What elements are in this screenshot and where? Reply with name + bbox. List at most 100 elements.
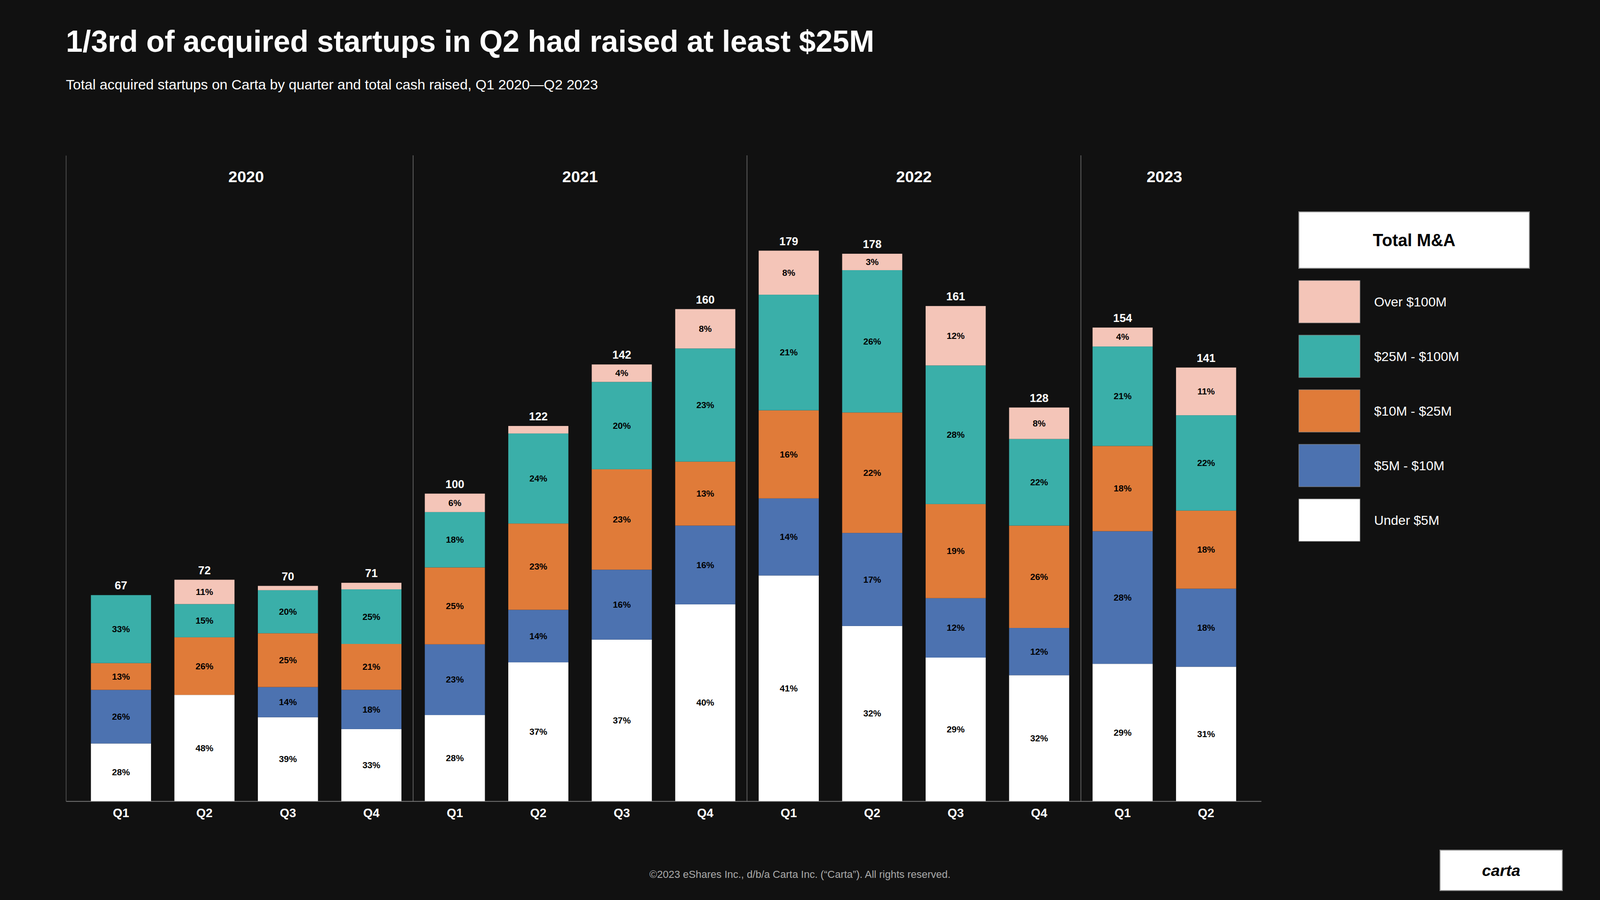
segment-label: 21% bbox=[779, 347, 798, 358]
bar-segment bbox=[925, 598, 986, 658]
bar-segment bbox=[842, 270, 903, 413]
year-separator bbox=[1080, 155, 1082, 801]
x-tick: Q1 bbox=[446, 800, 464, 820]
bar-segment bbox=[508, 433, 569, 524]
segment-label: 25% bbox=[279, 655, 297, 665]
segment-label: 37% bbox=[529, 726, 548, 737]
x-tick: Q2 bbox=[196, 800, 213, 820]
bar-segment bbox=[591, 569, 652, 640]
segment-label: 13% bbox=[112, 671, 130, 682]
total-label: 178 bbox=[862, 237, 882, 251]
x-tick-label: Q3 bbox=[613, 805, 631, 820]
bar-segment bbox=[257, 585, 319, 591]
bar-segment bbox=[758, 575, 819, 801]
x-tick: Q3 bbox=[279, 800, 296, 820]
bar-segment bbox=[758, 498, 819, 576]
legend-swatch bbox=[1298, 444, 1360, 487]
segment-label: 23% bbox=[696, 400, 715, 410]
x-tick-label: Q2 bbox=[864, 805, 881, 820]
x-tick: Q2 bbox=[1198, 800, 1215, 820]
segment-label: 39% bbox=[279, 753, 297, 764]
bar-segment bbox=[257, 717, 319, 801]
segment-label: 11% bbox=[1197, 386, 1215, 397]
total-label: 67 bbox=[114, 578, 128, 592]
bar-segment bbox=[925, 365, 986, 504]
segment-label: 41% bbox=[779, 683, 798, 694]
total-label: 154 bbox=[1113, 311, 1133, 325]
bar-segment bbox=[842, 412, 903, 533]
bar-segment bbox=[257, 590, 319, 633]
x-tick: Q1 bbox=[1114, 800, 1131, 820]
segment-label: 8% bbox=[698, 323, 712, 334]
bar-segment bbox=[1092, 663, 1153, 801]
bar-segment bbox=[1176, 367, 1237, 416]
year-separator bbox=[746, 155, 748, 801]
segment-label: 14% bbox=[779, 531, 798, 542]
x-tick: Q4 bbox=[1031, 800, 1048, 820]
bar-segment bbox=[424, 644, 486, 715]
total-label: 100 bbox=[445, 477, 465, 491]
legend: Total M&AOver $100M$25M - $100M$10M - $2… bbox=[1298, 211, 1530, 542]
segment-label: 28% bbox=[112, 767, 130, 777]
x-tick-label: Q3 bbox=[279, 805, 296, 820]
segment-label: 26% bbox=[112, 711, 130, 722]
bar-segment bbox=[174, 637, 235, 695]
bar-segment bbox=[1008, 525, 1070, 628]
total-label: 70 bbox=[281, 569, 295, 583]
bar-segment bbox=[90, 594, 152, 663]
bar-segment bbox=[341, 728, 402, 801]
logo: carta bbox=[1481, 861, 1520, 880]
series bbox=[90, 498, 1237, 744]
segment-label: 25% bbox=[362, 611, 381, 622]
segment-label: 18% bbox=[1197, 622, 1216, 633]
segment-label: 17% bbox=[863, 574, 881, 585]
segment-label: 24% bbox=[529, 473, 548, 484]
bar-segment bbox=[424, 714, 486, 801]
x-tick: Q1 bbox=[112, 800, 130, 820]
legend-title-box bbox=[1298, 211, 1530, 269]
total-label: 161 bbox=[946, 289, 966, 303]
bar-segment bbox=[1092, 346, 1153, 446]
x-tick: Q3 bbox=[947, 800, 964, 820]
bar-segment bbox=[341, 589, 402, 644]
legend-swatch bbox=[1298, 280, 1360, 323]
legend-swatch bbox=[1298, 335, 1360, 378]
bar-segment bbox=[675, 309, 736, 349]
bar-segment bbox=[424, 512, 486, 568]
subtitle: Total acquired startups on Carta by quar… bbox=[65, 76, 599, 93]
total-label: 160 bbox=[696, 293, 715, 306]
bar-segment bbox=[675, 461, 736, 526]
bar-segment bbox=[842, 532, 903, 626]
bar-segment bbox=[424, 493, 486, 512]
bar-segment bbox=[1176, 510, 1237, 589]
segment-label: 22% bbox=[1197, 457, 1216, 468]
bar-segment bbox=[174, 579, 235, 605]
segment-label: 48% bbox=[195, 743, 214, 753]
segment-label: 18% bbox=[362, 704, 381, 715]
x-tick-label: Q2 bbox=[1198, 805, 1215, 820]
total-label: 141 bbox=[1196, 351, 1216, 365]
segment-label: 18% bbox=[1197, 544, 1216, 555]
segment-label: 8% bbox=[1032, 418, 1046, 429]
x-tick: Q4 bbox=[363, 800, 380, 820]
bar-segment bbox=[1008, 674, 1070, 801]
segment-label: 32% bbox=[863, 708, 881, 719]
segment-label: 14% bbox=[529, 631, 548, 641]
x-axis: Q1Q2Q3Q4Q1Q2Q3Q4Q1Q2Q3Q4Q1Q2 bbox=[66, 800, 1262, 820]
bar-segment bbox=[591, 381, 652, 470]
segment-label: 29% bbox=[1113, 727, 1132, 738]
total-label: 128 bbox=[1029, 391, 1049, 405]
total-label: 72 bbox=[198, 563, 211, 577]
bar-segment bbox=[90, 743, 152, 801]
bar-segment bbox=[925, 657, 986, 801]
bar-segment bbox=[1176, 415, 1237, 511]
segment-label: 20% bbox=[279, 606, 297, 617]
legend-title: Total M&A bbox=[1372, 230, 1456, 250]
bar-segment bbox=[508, 523, 569, 610]
segment-label: 18% bbox=[1113, 483, 1132, 494]
segment-label: 6% bbox=[448, 497, 462, 508]
footer: ©2023 eShares Inc., d/b/a Carta Inc. (“C… bbox=[649, 868, 951, 880]
bar-segment bbox=[257, 687, 319, 718]
segment-label: 12% bbox=[1030, 646, 1048, 657]
bar-segment bbox=[174, 694, 235, 801]
